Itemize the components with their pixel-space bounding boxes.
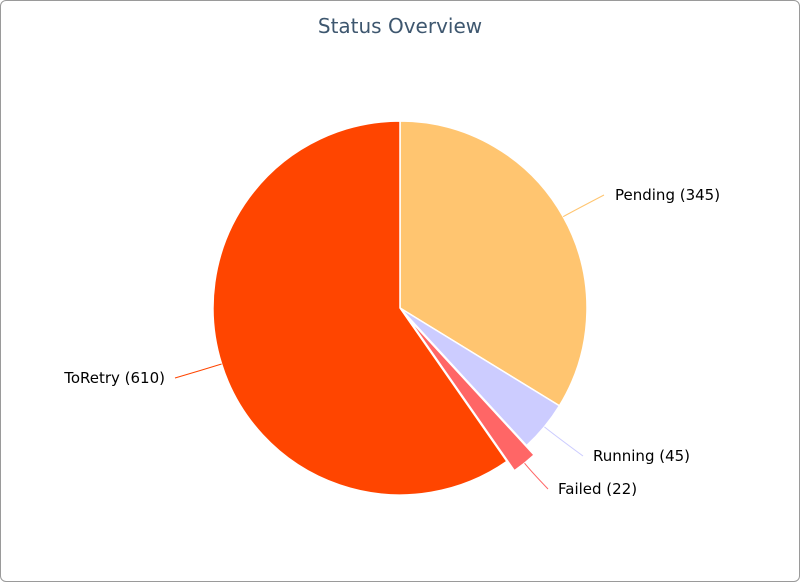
slice-label-toretry: ToRetry (610) (63, 369, 165, 387)
pie-slice-running[interactable] (399, 307, 561, 447)
slice-label-failed: Failed (22) (558, 480, 637, 498)
label-connectors (174, 194, 605, 490)
connector-pending (562, 194, 605, 218)
connector-running (544, 426, 584, 457)
slice-label-running: Running (45) (593, 447, 690, 465)
chart-title: Status Overview (317, 14, 483, 38)
pie-slices (212, 120, 588, 496)
slice-label-pending: Pending (345) (615, 186, 720, 204)
slice-labels: Pending (345) Running (45) Failed (22) ToRe… (63, 186, 720, 498)
connector-toretry (174, 363, 222, 379)
pie-slice-failed[interactable] (406, 316, 535, 472)
pie-slice-pending[interactable] (399, 120, 588, 407)
connector-failed (524, 462, 549, 490)
